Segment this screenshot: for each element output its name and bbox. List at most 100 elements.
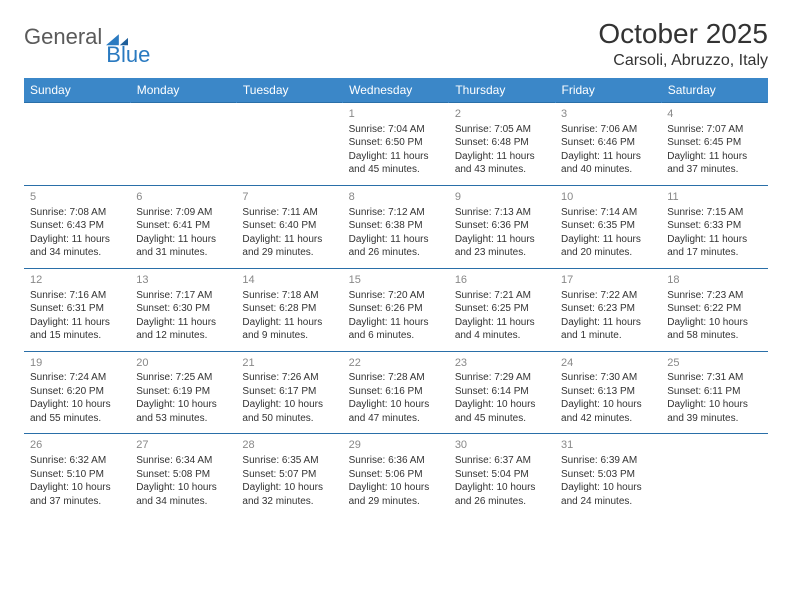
day-number: 14 <box>242 273 336 288</box>
day-cell: 14Sunrise: 7:18 AMSunset: 6:28 PMDayligh… <box>236 268 342 351</box>
day-cell: 16Sunrise: 7:21 AMSunset: 6:25 PMDayligh… <box>449 268 555 351</box>
day-number: 28 <box>242 438 336 453</box>
day-cell: 19Sunrise: 7:24 AMSunset: 6:20 PMDayligh… <box>24 351 130 434</box>
day-number: 9 <box>455 190 549 205</box>
empty-cell <box>130 103 236 186</box>
day-number: 13 <box>136 273 230 288</box>
day-cell: 3Sunrise: 7:06 AMSunset: 6:46 PMDaylight… <box>555 103 661 186</box>
daylight-line: Daylight: 11 hours and 20 minutes. <box>561 233 655 260</box>
sunrise-line: Sunrise: 7:06 AM <box>561 123 655 137</box>
daylight-line: Daylight: 11 hours and 6 minutes. <box>349 316 443 343</box>
daylight-line: Daylight: 11 hours and 9 minutes. <box>242 316 336 343</box>
sunrise-line: Sunrise: 7:28 AM <box>349 371 443 385</box>
sunset-line: Sunset: 6:16 PM <box>349 385 443 399</box>
sunset-line: Sunset: 5:06 PM <box>349 468 443 482</box>
sunset-line: Sunset: 6:11 PM <box>667 385 761 399</box>
day-cell: 12Sunrise: 7:16 AMSunset: 6:31 PMDayligh… <box>24 268 130 351</box>
day-number: 2 <box>455 107 549 122</box>
sunset-line: Sunset: 6:14 PM <box>455 385 549 399</box>
sunset-line: Sunset: 6:19 PM <box>136 385 230 399</box>
sunset-line: Sunset: 6:17 PM <box>242 385 336 399</box>
sunrise-line: Sunrise: 7:07 AM <box>667 123 761 137</box>
sunset-line: Sunset: 6:38 PM <box>349 219 443 233</box>
day-cell: 26Sunrise: 6:32 AMSunset: 5:10 PMDayligh… <box>24 434 130 516</box>
daylight-line: Daylight: 11 hours and 17 minutes. <box>667 233 761 260</box>
day-cell: 9Sunrise: 7:13 AMSunset: 6:36 PMDaylight… <box>449 185 555 268</box>
day-cell: 24Sunrise: 7:30 AMSunset: 6:13 PMDayligh… <box>555 351 661 434</box>
day-cell: 5Sunrise: 7:08 AMSunset: 6:43 PMDaylight… <box>24 185 130 268</box>
sunset-line: Sunset: 6:36 PM <box>455 219 549 233</box>
sunset-line: Sunset: 6:45 PM <box>667 136 761 150</box>
sunrise-line: Sunrise: 7:17 AM <box>136 289 230 303</box>
day-number: 24 <box>561 356 655 371</box>
day-number: 7 <box>242 190 336 205</box>
sunrise-line: Sunrise: 6:32 AM <box>30 454 124 468</box>
sunset-line: Sunset: 6:31 PM <box>30 302 124 316</box>
calendar-page: General Blue October 2025 Carsoli, Abruz… <box>0 0 792 534</box>
day-number: 5 <box>30 190 124 205</box>
day-number: 11 <box>667 190 761 205</box>
day-header: Sunday <box>24 78 130 103</box>
sunset-line: Sunset: 6:22 PM <box>667 302 761 316</box>
header: General Blue October 2025 Carsoli, Abruz… <box>24 18 768 70</box>
sunset-line: Sunset: 6:48 PM <box>455 136 549 150</box>
week-row: 5Sunrise: 7:08 AMSunset: 6:43 PMDaylight… <box>24 185 768 268</box>
day-header: Wednesday <box>343 78 449 103</box>
title-block: October 2025 Carsoli, Abruzzo, Italy <box>598 18 768 70</box>
day-cell: 7Sunrise: 7:11 AMSunset: 6:40 PMDaylight… <box>236 185 342 268</box>
day-header-row: SundayMondayTuesdayWednesdayThursdayFrid… <box>24 78 768 103</box>
sunrise-line: Sunrise: 7:21 AM <box>455 289 549 303</box>
sunset-line: Sunset: 6:50 PM <box>349 136 443 150</box>
sunset-line: Sunset: 6:40 PM <box>242 219 336 233</box>
day-cell: 8Sunrise: 7:12 AMSunset: 6:38 PMDaylight… <box>343 185 449 268</box>
day-cell: 4Sunrise: 7:07 AMSunset: 6:45 PMDaylight… <box>661 103 767 186</box>
day-number: 30 <box>455 438 549 453</box>
sunrise-line: Sunrise: 7:13 AM <box>455 206 549 220</box>
sunrise-line: Sunrise: 7:25 AM <box>136 371 230 385</box>
sunrise-line: Sunrise: 7:20 AM <box>349 289 443 303</box>
daylight-line: Daylight: 10 hours and 37 minutes. <box>30 481 124 508</box>
daylight-line: Daylight: 10 hours and 50 minutes. <box>242 398 336 425</box>
sunrise-line: Sunrise: 7:11 AM <box>242 206 336 220</box>
sunset-line: Sunset: 6:33 PM <box>667 219 761 233</box>
location: Carsoli, Abruzzo, Italy <box>598 52 768 70</box>
daylight-line: Daylight: 11 hours and 23 minutes. <box>455 233 549 260</box>
day-number: 15 <box>349 273 443 288</box>
sunrise-line: Sunrise: 6:34 AM <box>136 454 230 468</box>
daylight-line: Daylight: 10 hours and 39 minutes. <box>667 398 761 425</box>
daylight-line: Daylight: 10 hours and 29 minutes. <box>349 481 443 508</box>
sunset-line: Sunset: 5:10 PM <box>30 468 124 482</box>
daylight-line: Daylight: 10 hours and 32 minutes. <box>242 481 336 508</box>
daylight-line: Daylight: 11 hours and 12 minutes. <box>136 316 230 343</box>
day-number: 18 <box>667 273 761 288</box>
day-number: 27 <box>136 438 230 453</box>
day-cell: 2Sunrise: 7:05 AMSunset: 6:48 PMDaylight… <box>449 103 555 186</box>
day-cell: 13Sunrise: 7:17 AMSunset: 6:30 PMDayligh… <box>130 268 236 351</box>
day-header: Tuesday <box>236 78 342 103</box>
sunrise-line: Sunrise: 7:09 AM <box>136 206 230 220</box>
day-number: 8 <box>349 190 443 205</box>
empty-cell <box>24 103 130 186</box>
sunrise-line: Sunrise: 7:23 AM <box>667 289 761 303</box>
day-number: 23 <box>455 356 549 371</box>
day-number: 6 <box>136 190 230 205</box>
sunrise-line: Sunrise: 6:39 AM <box>561 454 655 468</box>
daylight-line: Daylight: 10 hours and 55 minutes. <box>30 398 124 425</box>
week-row: 19Sunrise: 7:24 AMSunset: 6:20 PMDayligh… <box>24 351 768 434</box>
daylight-line: Daylight: 10 hours and 58 minutes. <box>667 316 761 343</box>
day-number: 1 <box>349 107 443 122</box>
empty-cell <box>661 434 767 516</box>
sunrise-line: Sunrise: 7:22 AM <box>561 289 655 303</box>
day-cell: 31Sunrise: 6:39 AMSunset: 5:03 PMDayligh… <box>555 434 661 516</box>
day-cell: 18Sunrise: 7:23 AMSunset: 6:22 PMDayligh… <box>661 268 767 351</box>
daylight-line: Daylight: 11 hours and 45 minutes. <box>349 150 443 177</box>
sunrise-line: Sunrise: 6:35 AM <box>242 454 336 468</box>
day-cell: 27Sunrise: 6:34 AMSunset: 5:08 PMDayligh… <box>130 434 236 516</box>
day-cell: 22Sunrise: 7:28 AMSunset: 6:16 PMDayligh… <box>343 351 449 434</box>
sunrise-line: Sunrise: 7:12 AM <box>349 206 443 220</box>
day-number: 26 <box>30 438 124 453</box>
daylight-line: Daylight: 10 hours and 45 minutes. <box>455 398 549 425</box>
sunrise-line: Sunrise: 7:29 AM <box>455 371 549 385</box>
day-header: Saturday <box>661 78 767 103</box>
sunset-line: Sunset: 6:43 PM <box>30 219 124 233</box>
